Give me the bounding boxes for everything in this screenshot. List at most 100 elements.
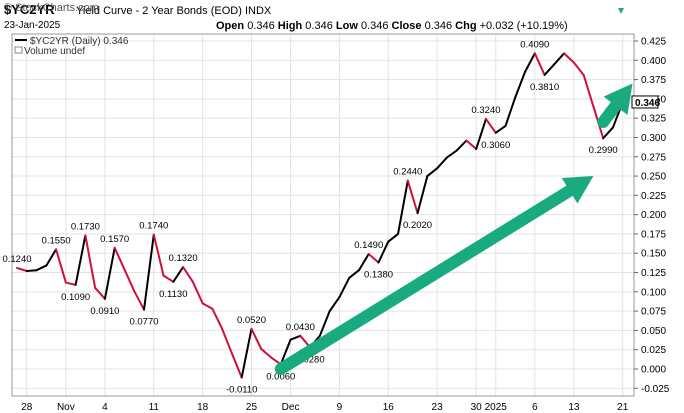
data-label: 0.0060 [266,371,295,382]
x-tick-label: 25 [246,402,258,413]
series-segment [279,338,292,366]
series-segment [426,167,439,178]
y-tick-label: -0.025 [641,384,670,395]
series-segment [445,149,458,159]
series-segment [416,175,429,215]
series-segment [260,347,273,359]
exchange-text: INDX [244,5,272,17]
x-tick-label: 9 [337,402,343,413]
series-segment [455,139,468,152]
y-tick-label: 0.300 [641,133,666,144]
x-tick-label: 18 [197,402,209,413]
y-tick-label: 0.225 [641,191,666,202]
data-label: 0.0910 [90,306,119,317]
last-value-marker: 0.346 [631,95,660,109]
y-tick-label: 0.100 [641,287,666,298]
series-segment [504,96,517,127]
y-tick-label: 0.000 [641,365,666,376]
series-segment [553,52,566,66]
series-segment [367,253,380,264]
y-tick-label: 0.200 [641,210,666,221]
series-segment [182,266,194,283]
x-tick-label: 13 [568,402,580,413]
data-label: 0.1730 [71,221,100,232]
y-tick-label: 0.250 [641,172,666,183]
data-label: 0.1570 [100,234,129,245]
data-label: 0.1550 [42,235,71,246]
series-segment [582,73,595,108]
data-label: 0.1130 [159,289,187,300]
y-tick-label: 0.125 [641,268,666,279]
series-segment [514,70,527,99]
series-segment [230,352,243,379]
series-segment [602,126,614,140]
series-segment [35,264,48,272]
close-value: 0.346 [424,20,453,32]
series-segment [572,61,585,76]
x-tick-label: 21 [617,402,629,413]
series-segment [103,246,116,300]
close-label: Close [391,20,422,32]
brand-logo: © StockCharts.com [4,2,99,14]
trend-arrow-head [603,83,633,115]
y-tick-label: 0.425 [641,37,666,48]
series-segment [348,269,360,279]
data-label: 0.3240 [471,105,500,116]
chg-label: Chg [455,20,477,32]
series-segment [133,290,146,311]
open-label: Open [216,20,245,32]
series-segment [84,234,97,289]
x-tick-label: 2025 [485,402,508,413]
series-segment [338,276,351,299]
data-label: 0.1490 [354,240,383,251]
series-segment [191,280,204,305]
trend-arrow-shaft [274,184,576,375]
x-tick-label: 30 [471,402,483,413]
ohlc-readout: Open 0.346 High 0.346 Low 0.346 Close 0.… [216,20,568,32]
series-segment [123,268,136,293]
y-tick-label: 0.050 [641,326,666,337]
data-label: 0.2440 [393,167,422,178]
y-axis: -0.025 0.000 0.025 0.050 0.075 0.100 0.125 0.15… [634,37,670,395]
series-segment [16,266,28,272]
x-tick-label: 11 [149,402,160,413]
series-segment [406,179,419,215]
series-segment [143,233,155,311]
y-tick-label: 0.400 [641,56,666,67]
series-segment [221,327,233,355]
series-segment [563,52,575,64]
data-label: 0.1320 [169,253,198,264]
series-segment [250,327,263,350]
chart-symbol: $YC2YR [4,2,55,17]
chart-legend: $YC2YR (Daily) 0.346 Volume undef [14,36,129,57]
series-segment [64,281,77,286]
up-triangle-icon [618,8,624,14]
data-label: 0.1740 [139,221,168,232]
data-label: 0.0280 [296,354,325,365]
x-tick-label: Dec [282,402,300,413]
series-segment [201,302,214,310]
description-text: Yield Curve - 2 Year Bonds (EOD) [76,5,242,17]
y-tick-label: 0.325 [641,114,666,125]
chart-description: Yield Curve - 2 Year Bonds (EOD) INDX [76,5,271,17]
series-segment [494,124,507,134]
data-label: 0.1380 [364,269,393,280]
last-value-box [631,95,659,109]
low-value: 0.346 [360,20,389,32]
data-label: 0.3060 [481,140,510,151]
y-tick-label: 0.150 [641,249,666,260]
series-segment [113,246,126,271]
open-value: 0.346 [247,20,275,32]
x-tick-label: 23 [432,402,444,413]
series-segment [436,156,448,170]
low-label: Low [335,20,358,32]
series-segment [94,286,106,300]
series-segment [55,248,67,284]
x-tick-label: 4 [102,402,108,413]
series-segment [328,296,341,313]
series-segment [357,253,370,272]
legend-series: $YC2YR (Daily) 0.346 [30,36,129,47]
series-segment [484,117,497,134]
volume-icon [14,46,23,54]
